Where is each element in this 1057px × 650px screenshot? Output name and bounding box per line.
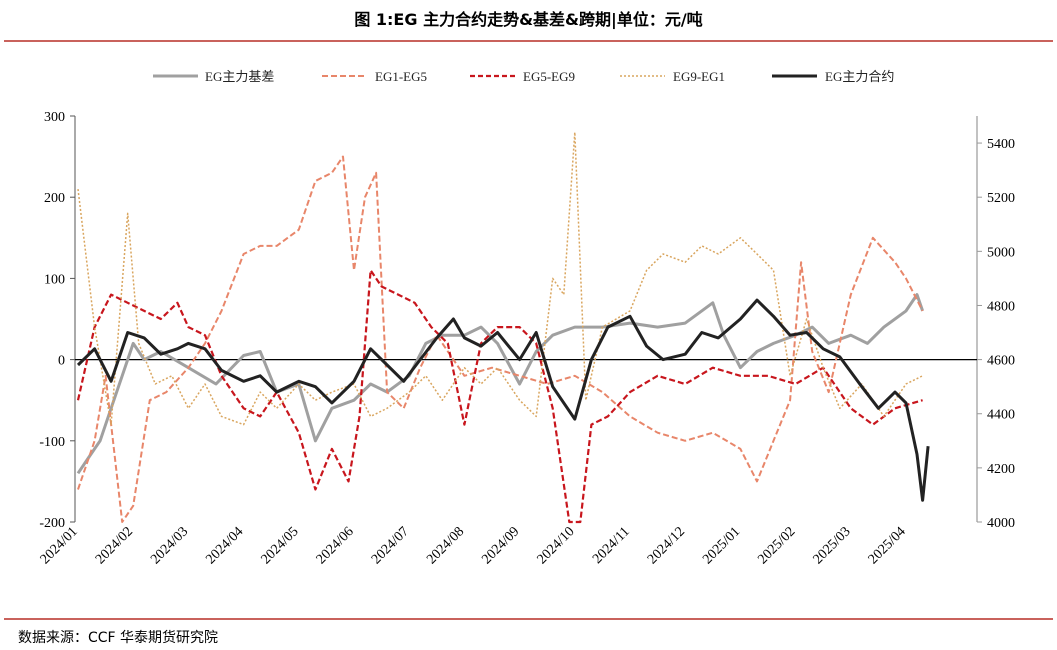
left-tick-label: 0	[58, 354, 65, 369]
page-title: 图 1:EG 主力合约走势&基差&跨期|单位：元/吨	[354, 10, 703, 29]
x-tick-label: 2024/10	[535, 524, 578, 567]
footer-divider	[4, 618, 1053, 620]
left-tick-label: -100	[39, 435, 65, 450]
left-tick-label: 300	[44, 110, 65, 125]
x-tick-label: 2024/05	[259, 524, 302, 567]
series-layer	[76, 131, 930, 524]
legend-label-eg5-eg9: EG5-EG9	[523, 69, 575, 84]
x-tick-label: 2024/08	[424, 524, 467, 567]
x-tick-label: 2025/01	[700, 524, 743, 567]
series-line-4	[76, 298, 930, 502]
legend-label-basis: EG主力基差	[205, 69, 274, 84]
x-tick-label: 2025/03	[811, 524, 854, 567]
x-tick-label: 2024/12	[645, 524, 688, 567]
x-tick-label: 2025/02	[755, 524, 798, 567]
legend: EG主力基差 EG1-EG5 EG5-EG9 EG9-EG1 EG主力合约	[153, 69, 894, 84]
series-line-3	[77, 131, 923, 426]
right-tick-label: 5200	[987, 191, 1015, 206]
right-tick-label: 4400	[987, 408, 1015, 423]
series-line-1	[77, 155, 924, 523]
legend-label-eg1-eg5: EG1-EG5	[375, 69, 427, 84]
legend-label-main: EG主力合约	[825, 69, 894, 84]
x-tick-label: 2025/04	[866, 524, 909, 567]
x-tick-label: 2024/07	[369, 524, 412, 567]
right-tick-label: 4600	[987, 354, 1015, 369]
left-tick-label: 200	[44, 191, 65, 206]
x-tick-label: 2024/06	[314, 524, 357, 567]
x-axis-ticks: 2024/01 2024/02 2024/03 2024/04 2024/05 2024/…	[38, 524, 909, 567]
series-line-2	[76, 269, 923, 524]
x-tick-label: 2024/09	[479, 524, 522, 567]
legend-label-eg9-eg1: EG9-EG1	[673, 69, 725, 84]
x-tick-label: 2024/11	[590, 524, 633, 567]
x-tick-label: 2024/03	[148, 524, 191, 567]
x-tick-label: 2024/02	[93, 524, 136, 567]
right-axis-ticks: 5400 5200 5000 4800 4600 4400 4200 4000	[977, 137, 1015, 531]
x-tick-label: 2024/04	[203, 524, 246, 567]
right-tick-label: 5000	[987, 245, 1015, 260]
left-tick-label: -200	[39, 516, 65, 531]
left-axis-ticks: 300 200 100 0 -100 -200	[39, 110, 75, 531]
right-tick-label: 5400	[987, 137, 1015, 152]
right-tick-label: 4000	[987, 516, 1015, 531]
right-tick-label: 4200	[987, 462, 1015, 477]
data-source: 数据来源：CCF 华泰期货研究院	[18, 630, 219, 646]
right-tick-label: 4800	[987, 299, 1015, 314]
left-tick-label: 100	[44, 272, 65, 287]
title-divider	[4, 40, 1053, 42]
